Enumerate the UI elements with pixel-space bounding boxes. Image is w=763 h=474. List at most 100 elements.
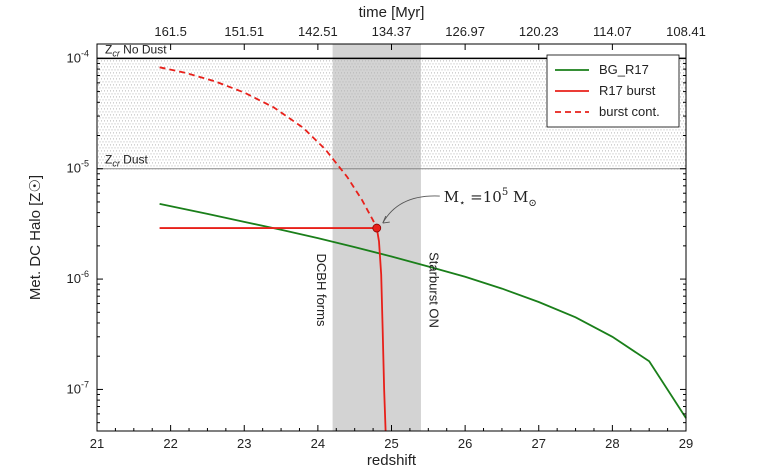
stipple-dot	[228, 111, 230, 113]
stipple-dot	[399, 117, 401, 119]
stipple-dot	[410, 120, 411, 122]
stipple-dot	[254, 90, 255, 92]
stipple-dot	[539, 132, 540, 134]
stipple-dot	[501, 69, 503, 71]
stipple-dot	[395, 102, 396, 104]
stipple-dot	[525, 63, 527, 65]
stipple-dot	[306, 105, 308, 107]
stipple-dot	[207, 135, 209, 137]
stipple-dot	[143, 132, 144, 134]
stipple-dot	[479, 120, 480, 122]
stipple-dot	[215, 66, 216, 68]
stipple-dot	[195, 99, 197, 101]
stipple-dot	[485, 102, 486, 104]
stipple-dot	[117, 75, 119, 77]
stipple-dot	[263, 108, 264, 110]
stipple-dot	[276, 81, 278, 83]
stipple-dot	[132, 63, 134, 65]
stipple-dot	[350, 84, 351, 86]
stipple-dot	[422, 132, 423, 134]
stipple-dot	[264, 87, 266, 89]
stipple-dot	[449, 126, 450, 128]
stipple-dot	[338, 96, 339, 98]
stipple-dot	[366, 135, 368, 137]
stipple-dot	[293, 96, 294, 98]
stipple-dot	[303, 123, 305, 125]
stipple-dot	[252, 105, 254, 107]
stipple-dot	[353, 96, 354, 98]
stipple-dot	[348, 99, 350, 101]
stipple-dot	[236, 108, 237, 110]
stipple-dot	[251, 108, 252, 110]
stipple-dot	[152, 78, 153, 80]
stipple-dot	[458, 60, 459, 62]
stipple-dot	[470, 84, 471, 86]
stipple-dot	[410, 96, 411, 98]
stipple-dot	[438, 105, 440, 107]
stipple-dot	[143, 96, 144, 98]
stipple-dot	[321, 63, 323, 65]
stipple-dot	[272, 108, 273, 110]
stipple-dot	[198, 63, 200, 65]
stipple-dot	[141, 129, 143, 131]
stipple-dot	[138, 93, 140, 95]
stipple-dot	[384, 111, 386, 113]
stipple-dot	[339, 135, 341, 137]
stipple-dot	[299, 72, 300, 74]
stipple-dot	[125, 66, 126, 68]
stipple-dot	[506, 60, 507, 62]
stipple-dot	[207, 123, 209, 125]
stipple-dot	[210, 111, 212, 113]
stipple-dot	[264, 93, 266, 95]
stipple-dot	[531, 63, 533, 65]
stipple-dot	[245, 126, 246, 128]
stipple-dot	[245, 114, 246, 116]
stipple-dot	[255, 81, 257, 83]
stipple-dot	[444, 63, 446, 65]
stipple-dot	[372, 111, 374, 113]
stipple-dot	[185, 102, 186, 104]
stipple-dot	[276, 123, 278, 125]
stipple-dot	[536, 102, 537, 104]
stipple-dot	[483, 87, 485, 89]
stipple-dot	[261, 123, 263, 125]
stipple-dot	[285, 135, 287, 137]
stipple-dot	[186, 129, 188, 131]
stipple-dot	[147, 75, 149, 77]
stipple-dot	[528, 93, 530, 95]
stipple-dot	[495, 99, 497, 101]
stipple-dot	[509, 84, 510, 86]
stipple-dot	[414, 69, 416, 71]
stipple-dot	[407, 120, 408, 122]
stipple-dot	[386, 108, 387, 110]
stipple-dot	[423, 75, 425, 77]
stipple-dot	[296, 96, 297, 98]
stipple-dot	[248, 66, 249, 68]
stipple-dot	[209, 66, 210, 68]
stipple-dot	[182, 108, 183, 110]
stipple-dot	[500, 114, 501, 116]
stipple-dot	[461, 60, 462, 62]
stipple-dot	[654, 129, 656, 131]
stipple-dot	[239, 102, 240, 104]
stipple-dot	[506, 78, 507, 80]
stipple-dot	[525, 111, 527, 113]
stipple-dot	[515, 90, 516, 92]
stipple-dot	[371, 66, 372, 68]
stipple-dot	[360, 129, 362, 131]
stipple-dot	[180, 129, 182, 131]
stipple-dot	[195, 75, 197, 77]
stipple-dot	[521, 72, 522, 74]
stipple-dot	[474, 81, 476, 83]
stipple-dot	[191, 72, 192, 74]
stipple-dot	[236, 132, 237, 134]
stipple-dot	[278, 120, 279, 122]
stipple-dot	[411, 111, 413, 113]
stipple-dot	[245, 120, 246, 122]
stipple-dot	[371, 120, 372, 122]
stipple-dot	[306, 123, 308, 125]
stipple-dot	[471, 81, 473, 83]
stipple-dot	[318, 129, 320, 131]
stipple-dot	[497, 72, 498, 74]
stipple-dot	[239, 78, 240, 80]
